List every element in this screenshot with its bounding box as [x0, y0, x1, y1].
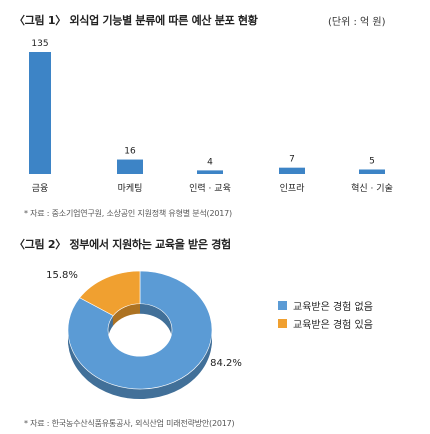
legend-item-experience: 교육받은 경험 있음 [278, 314, 373, 332]
legend-label-no-experience: 교육받은 경험 없음 [293, 301, 373, 313]
bar-category-label-3: 인프라 [280, 183, 306, 194]
legend-swatch-experience [278, 318, 287, 328]
bar-chart-unit: (단위 : 억 원) [328, 17, 386, 28]
bar-category-label-1: 마케팅 [118, 183, 143, 194]
bar-value-label-3: 7 [289, 155, 295, 165]
bar-2 [197, 170, 223, 174]
bar-1 [117, 159, 143, 174]
bar-category-label-4: 혁신 · 기술 [351, 183, 393, 194]
donut-chart-source: * 자료 : 한국농수산식품유통공사, 외식산업 미래전략방안(2017) [24, 419, 235, 428]
bar-value-label-0: 135 [31, 39, 48, 49]
donut-chart-title: 〈그림 2〉 정부에서 지원하는 교육을 받은 경험 [14, 238, 231, 251]
donut-slice-1 [79, 270, 141, 317]
donut-legend: 교육받은 경험 없음 교육받은 경험 있음 [278, 296, 373, 332]
bar-category-label-0: 금융 [32, 183, 49, 194]
bar-0 [29, 52, 51, 174]
legend-label-experience: 교육받은 경험 있음 [293, 319, 373, 331]
legend-item-no-experience: 교육받은 경험 없음 [278, 296, 373, 314]
bar-chart: 135 금융 16 마케팅 4 인력 · 교육 7 인프라 5 혁신 · 기술 [29, 39, 393, 194]
donut-value-label-0: 84.2% [210, 358, 242, 369]
donut-value-label-1: 15.8% [46, 270, 78, 281]
donut-slice-0 [67, 270, 213, 390]
bar-3 [279, 167, 305, 174]
legend-swatch-no-experience [278, 300, 287, 310]
bar-chart-title: 〈그림 1〉 외식업 기능별 분류에 따른 예산 분포 현황 [14, 14, 258, 27]
bar-value-label-4: 5 [369, 156, 375, 166]
bar-value-label-1: 16 [124, 147, 136, 157]
bar-category-label-2: 인력 · 교육 [189, 182, 231, 194]
bar-value-label-2: 4 [207, 157, 213, 167]
bar-4 [359, 169, 385, 174]
bar-chart-source: * 자료 : 중소기업연구원, 소상공인 지원정책 유형별 분석(2017) [24, 209, 232, 218]
